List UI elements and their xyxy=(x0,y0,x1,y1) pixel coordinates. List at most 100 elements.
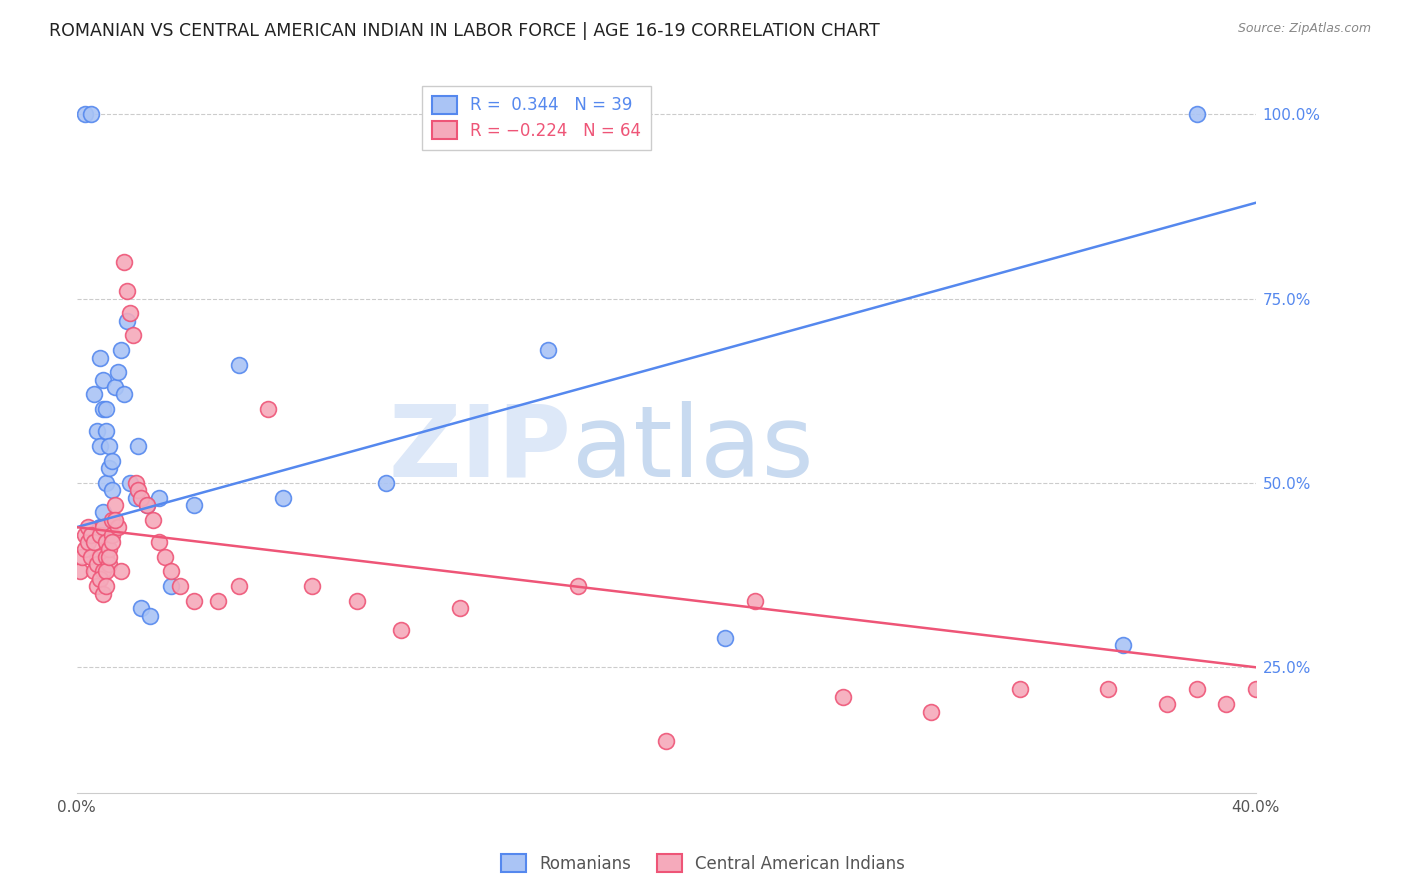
Point xyxy=(83,387,105,401)
Point xyxy=(207,594,229,608)
Point xyxy=(86,557,108,571)
Text: ROMANIAN VS CENTRAL AMERICAN INDIAN IN LABOR FORCE | AGE 16-19 CORRELATION CHART: ROMANIAN VS CENTRAL AMERICAN INDIAN IN L… xyxy=(49,22,880,40)
Point xyxy=(1112,638,1135,652)
Point xyxy=(301,579,323,593)
Point xyxy=(112,387,135,401)
Point xyxy=(77,520,100,534)
Point xyxy=(228,358,250,372)
Point xyxy=(91,373,114,387)
Text: atlas: atlas xyxy=(572,401,814,498)
Text: ZIP: ZIP xyxy=(389,401,572,498)
Point xyxy=(160,565,183,579)
Point xyxy=(142,513,165,527)
Point xyxy=(1215,697,1237,711)
Point xyxy=(75,542,97,557)
Point xyxy=(112,254,135,268)
Point xyxy=(72,549,94,564)
Point xyxy=(1185,107,1208,121)
Point xyxy=(91,520,114,534)
Point xyxy=(80,527,103,541)
Point xyxy=(75,527,97,541)
Point xyxy=(101,513,124,527)
Point xyxy=(94,475,117,490)
Point xyxy=(101,483,124,498)
Point xyxy=(346,594,368,608)
Point xyxy=(86,425,108,439)
Point xyxy=(89,439,111,453)
Point xyxy=(83,565,105,579)
Point xyxy=(94,527,117,541)
Point xyxy=(98,542,121,557)
Legend: Romanians, Central American Indians: Romanians, Central American Indians xyxy=(495,847,911,880)
Point xyxy=(183,498,205,512)
Point xyxy=(136,498,159,512)
Point xyxy=(89,527,111,541)
Point xyxy=(94,549,117,564)
Point xyxy=(139,608,162,623)
Point xyxy=(160,579,183,593)
Point xyxy=(148,535,170,549)
Point xyxy=(169,579,191,593)
Point xyxy=(94,565,117,579)
Point xyxy=(257,402,280,417)
Point xyxy=(101,454,124,468)
Point xyxy=(131,601,153,615)
Point xyxy=(124,475,146,490)
Point xyxy=(136,498,159,512)
Point xyxy=(107,365,129,379)
Point xyxy=(449,601,471,615)
Point xyxy=(77,535,100,549)
Point xyxy=(91,402,114,417)
Point xyxy=(94,402,117,417)
Point xyxy=(271,491,294,505)
Point xyxy=(567,579,589,593)
Point xyxy=(921,705,943,719)
Point xyxy=(1008,682,1031,697)
Point xyxy=(118,475,141,490)
Point xyxy=(101,527,124,541)
Point xyxy=(110,565,132,579)
Point xyxy=(375,475,398,490)
Point xyxy=(744,594,766,608)
Point xyxy=(183,594,205,608)
Point xyxy=(1185,682,1208,697)
Point xyxy=(69,565,91,579)
Point xyxy=(714,631,737,645)
Point xyxy=(127,439,149,453)
Point xyxy=(98,439,121,453)
Point xyxy=(655,734,678,748)
Point xyxy=(86,579,108,593)
Point xyxy=(80,107,103,121)
Point xyxy=(537,343,560,358)
Point xyxy=(89,351,111,365)
Point xyxy=(115,285,138,299)
Point xyxy=(83,535,105,549)
Point xyxy=(91,505,114,519)
Point xyxy=(89,549,111,564)
Point xyxy=(98,557,121,571)
Point xyxy=(91,586,114,600)
Legend: R =  0.344   N = 39, R = −0.224   N = 64: R = 0.344 N = 39, R = −0.224 N = 64 xyxy=(422,86,651,150)
Point xyxy=(104,498,127,512)
Point xyxy=(104,380,127,394)
Point xyxy=(148,491,170,505)
Point xyxy=(124,491,146,505)
Point xyxy=(94,535,117,549)
Point xyxy=(110,343,132,358)
Point xyxy=(115,314,138,328)
Point xyxy=(89,520,111,534)
Point xyxy=(98,549,121,564)
Point xyxy=(153,549,176,564)
Point xyxy=(1097,682,1119,697)
Point xyxy=(98,461,121,475)
Point xyxy=(832,690,855,704)
Point xyxy=(101,535,124,549)
Point xyxy=(1244,682,1267,697)
Point xyxy=(228,579,250,593)
Point xyxy=(1156,697,1178,711)
Point xyxy=(75,107,97,121)
Point xyxy=(80,549,103,564)
Point xyxy=(104,513,127,527)
Point xyxy=(389,624,412,638)
Point xyxy=(131,491,153,505)
